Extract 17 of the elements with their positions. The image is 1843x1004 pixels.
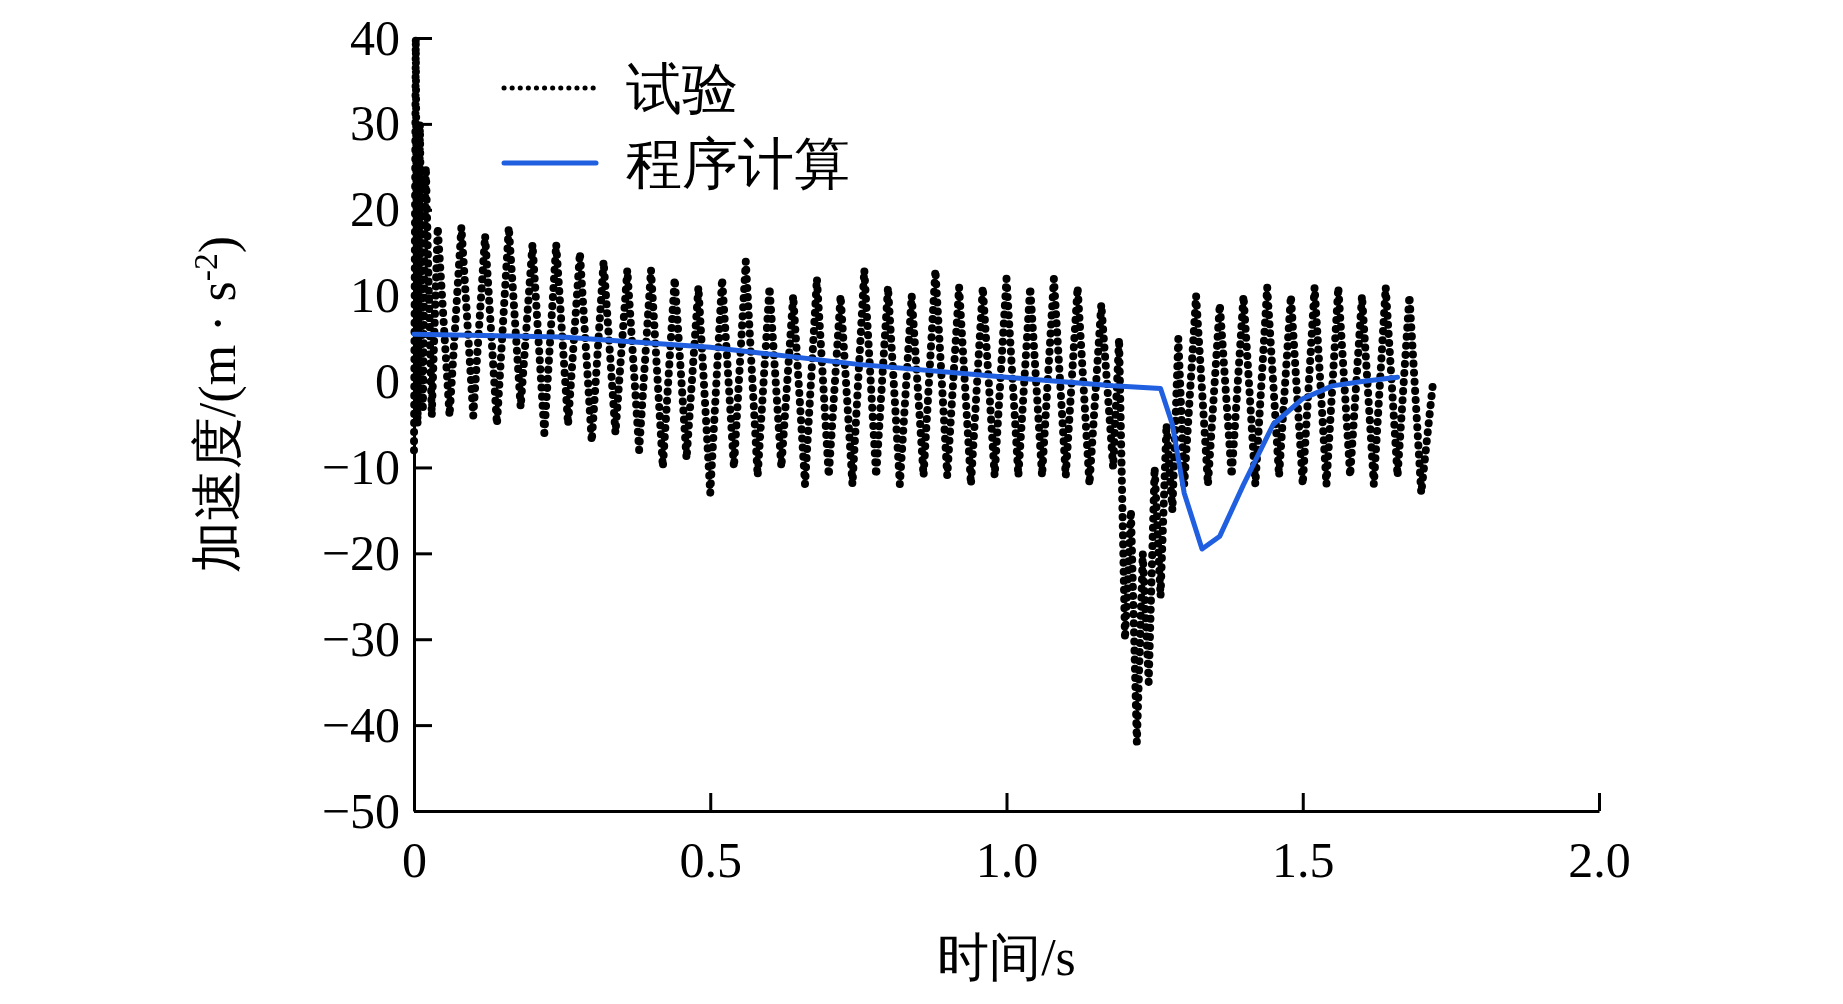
- legend-label: 试验: [626, 58, 738, 120]
- y-tick-label: 0: [375, 353, 400, 410]
- y-tick-label: −30: [321, 610, 400, 667]
- y-tick-label: 20: [350, 181, 400, 238]
- y-tick-label: 10: [350, 267, 400, 324]
- y-tick-label: 40: [350, 9, 400, 66]
- x-tick-label: 1.5: [1272, 831, 1335, 888]
- x-tick-label: 2.0: [1568, 831, 1631, 888]
- x-tick-label: 0.5: [679, 831, 742, 888]
- y-tick-label: −10: [321, 438, 400, 495]
- y-tick-label: −20: [321, 524, 400, 581]
- y-tick-label: −40: [321, 696, 400, 753]
- legend-label: 程序计算: [626, 133, 850, 195]
- x-axis-title: 时间/s: [937, 929, 1076, 986]
- y-tick-label: −50: [321, 782, 400, 839]
- x-tick-label: 1.0: [975, 831, 1039, 888]
- y-tick-label: 30: [350, 95, 400, 152]
